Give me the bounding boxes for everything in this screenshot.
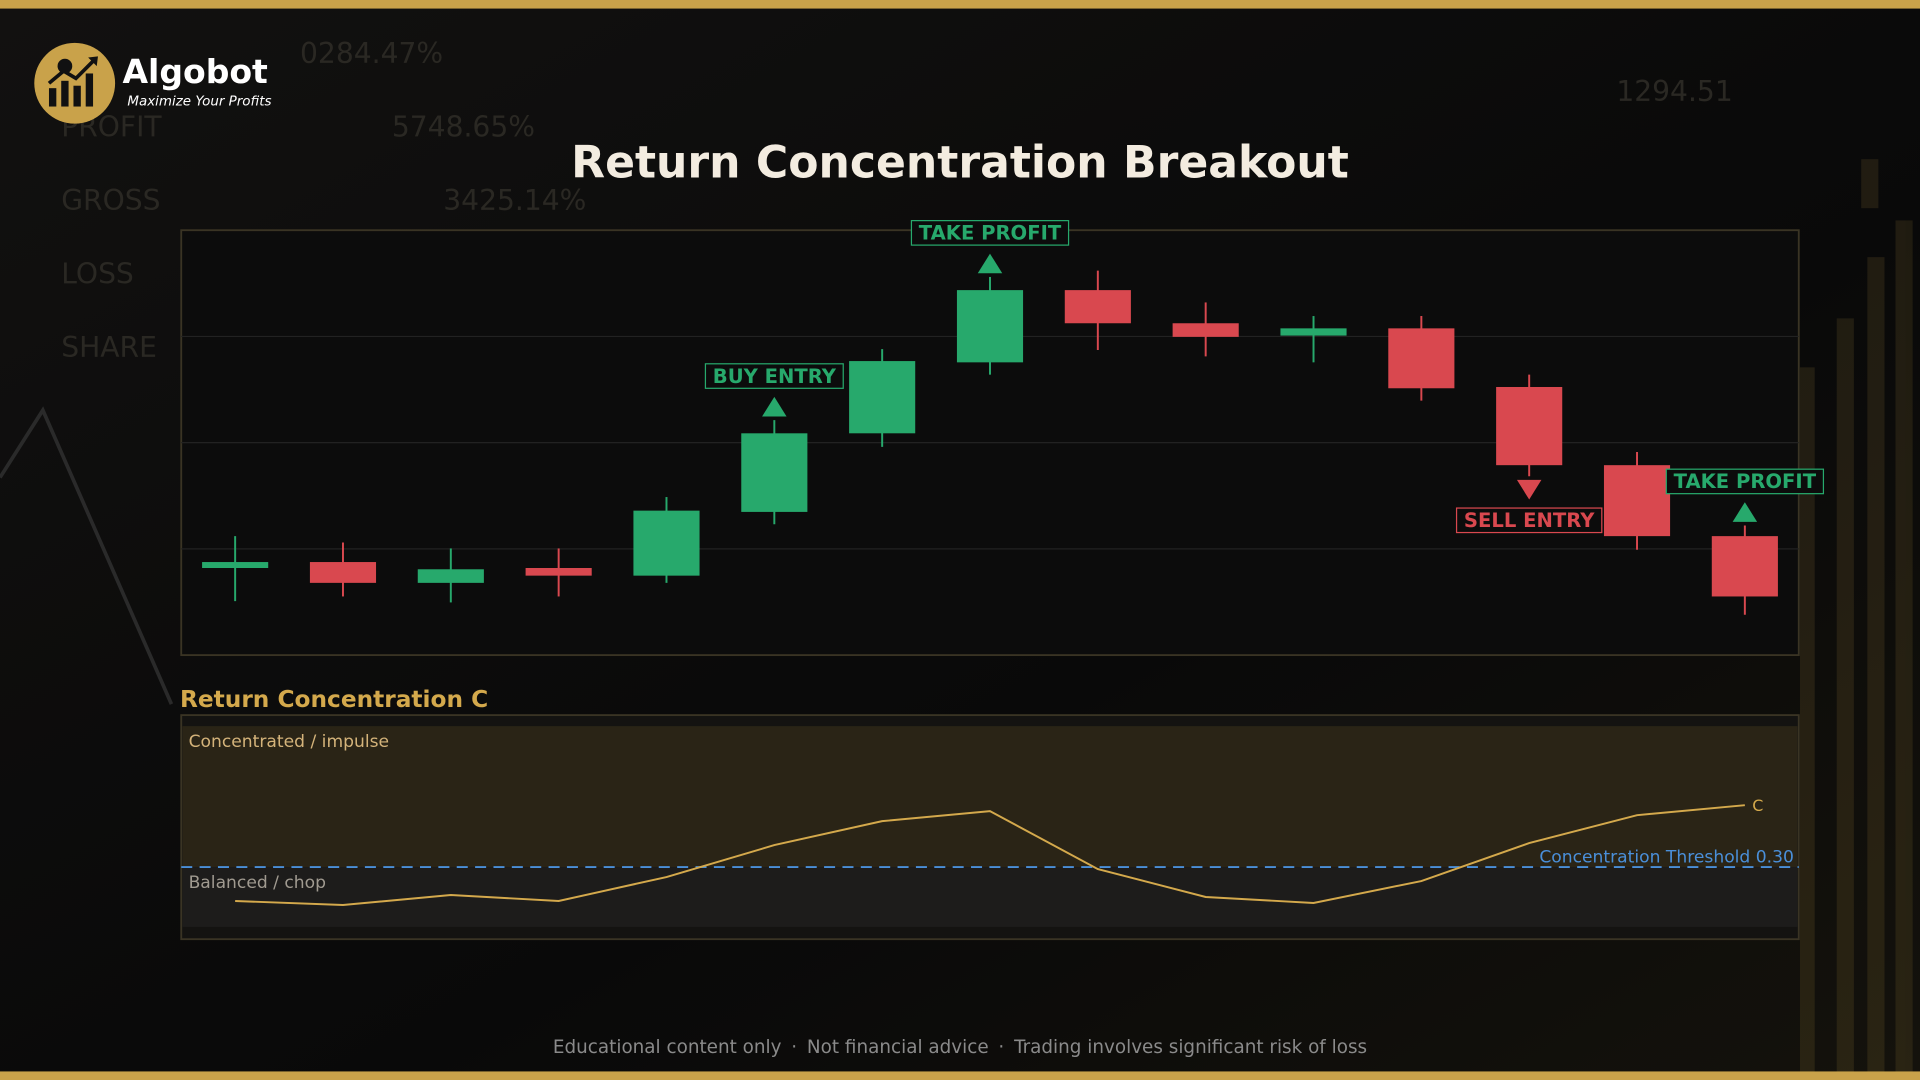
candle-body bbox=[1711, 536, 1778, 597]
candle-body bbox=[1388, 328, 1455, 389]
chart-title: Return Concentration Breakout bbox=[571, 137, 1349, 188]
background-text: 0284.47% bbox=[300, 37, 443, 70]
signal-box bbox=[1665, 468, 1825, 495]
indicator-line bbox=[235, 804, 1745, 906]
brand: Algobot bbox=[122, 52, 268, 91]
background-bars bbox=[1800, 159, 1913, 1078]
candle-body bbox=[633, 510, 700, 576]
threshold-label: Concentration Threshold 0.30 bbox=[1539, 847, 1794, 867]
footer-item: Not financial advice bbox=[807, 1037, 989, 1058]
signal-arrow bbox=[762, 396, 787, 417]
background-text: 1294.51 bbox=[1616, 75, 1732, 108]
signal-arrow bbox=[977, 253, 1003, 274]
zone-lower bbox=[182, 867, 1798, 927]
candle-body bbox=[849, 361, 916, 434]
signal-label: TAKE PROFIT bbox=[1674, 470, 1817, 493]
candle-body bbox=[1280, 328, 1347, 336]
logo-badge bbox=[34, 42, 116, 124]
bottom-bar bbox=[0, 1071, 1920, 1080]
background-text: SHARE bbox=[61, 331, 157, 364]
background-text: LOSS bbox=[61, 258, 134, 291]
signal-box bbox=[704, 363, 844, 389]
series-label: C bbox=[1752, 796, 1763, 815]
zone-upper bbox=[182, 726, 1798, 868]
footer: Educational content only · Not financial a… bbox=[553, 1037, 1367, 1058]
logo-icon bbox=[47, 56, 98, 107]
candle-body bbox=[525, 567, 592, 576]
candle-body bbox=[741, 433, 808, 512]
candle-body bbox=[1064, 290, 1131, 324]
signal-label: BUY ENTRY bbox=[713, 365, 837, 388]
candle-body bbox=[956, 290, 1024, 363]
background-line bbox=[0, 406, 174, 705]
background-text: GROSS bbox=[61, 184, 160, 217]
logo: Algobot Maximize Your Profits bbox=[34, 42, 272, 124]
signal-arrow bbox=[1516, 479, 1542, 500]
background-text: 3425.14% bbox=[443, 184, 586, 217]
signal-box bbox=[1455, 507, 1603, 534]
background-texts: 0284.47%PROFIT 5748.65%GROSS 3425.14%LOSSS… bbox=[61, 37, 1733, 364]
tagline: Maximize Your Profits bbox=[127, 95, 271, 110]
footer-separator: · bbox=[998, 1037, 1004, 1058]
footer-separator: · bbox=[791, 1037, 797, 1058]
footer-item: Educational content only bbox=[553, 1037, 782, 1058]
top-bar bbox=[0, 0, 1920, 9]
signal-arrow bbox=[1732, 502, 1758, 522]
background-text: 5748.65% bbox=[392, 111, 535, 144]
indicator-title: Return Concentration C bbox=[180, 686, 488, 713]
signal-box bbox=[910, 220, 1070, 246]
signal-label: SELL ENTRY bbox=[1464, 509, 1595, 532]
candle-body bbox=[1496, 386, 1563, 466]
candle-body bbox=[202, 562, 269, 568]
candle-body bbox=[1603, 465, 1671, 537]
zone-label: Balanced / chop bbox=[189, 873, 326, 893]
candle-body bbox=[309, 562, 377, 583]
signal-label: TAKE PROFIT bbox=[919, 222, 1062, 245]
candle-body bbox=[1172, 323, 1239, 337]
zone-label: Concentrated / impulse bbox=[189, 732, 389, 752]
candle-body bbox=[417, 569, 484, 583]
footer-item: Trading involves significant risk of los… bbox=[1013, 1037, 1367, 1058]
